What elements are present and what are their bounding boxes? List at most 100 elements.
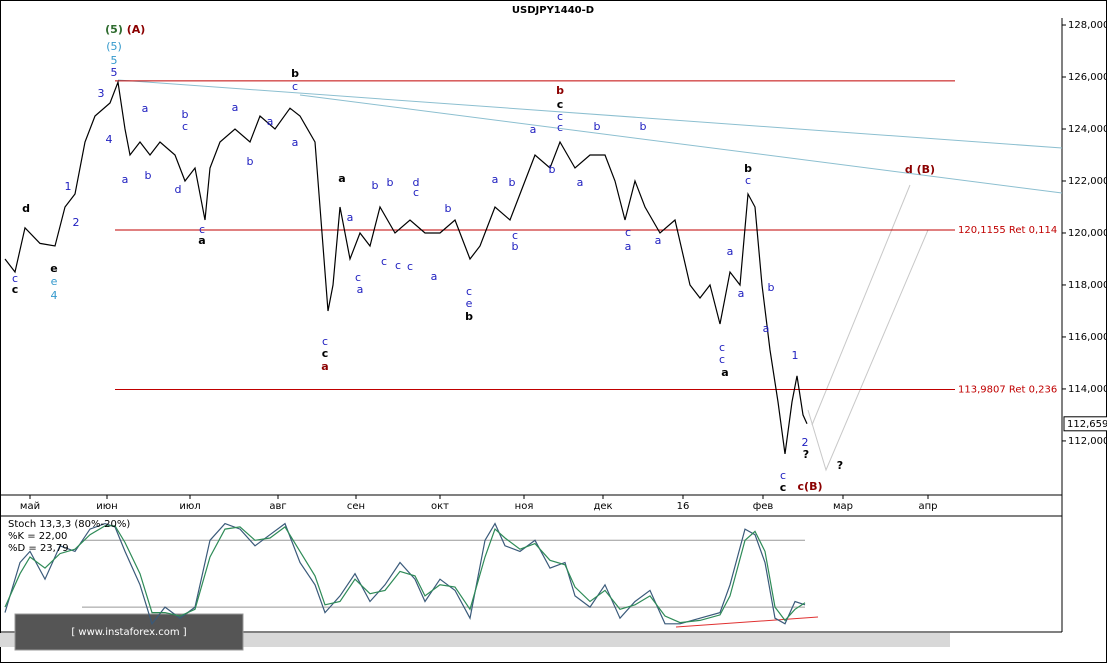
level-label: 120,1155 Ret 0,114	[958, 225, 1057, 236]
wave-label: c	[557, 110, 563, 123]
wave-label: b	[387, 176, 394, 189]
wave-label: d	[413, 176, 420, 189]
x-tick-label: июл	[179, 501, 200, 512]
wave-label: ?	[803, 448, 809, 461]
wave-label: a	[267, 115, 274, 128]
wave-label: c	[745, 174, 751, 187]
chart-title: USDJPY1440-D	[512, 5, 594, 16]
wave-label: 2	[802, 436, 809, 449]
wave-label: b	[182, 108, 189, 121]
wave-label: b	[768, 281, 775, 294]
projection-line	[807, 229, 929, 472]
y-tick-label: 128,000	[1068, 20, 1107, 31]
wave-label: d	[22, 202, 30, 215]
y-tick-label: 126,000	[1068, 72, 1107, 83]
wave-label: a	[655, 234, 662, 247]
wave-label: c	[182, 120, 188, 133]
wave-label: b	[744, 162, 752, 175]
legend-entry: %K = 22,00	[8, 531, 67, 542]
trend-line	[299, 94, 1063, 194]
wave-label: a	[763, 322, 770, 335]
wave-label: c	[322, 347, 329, 360]
wave-label: c	[719, 353, 725, 366]
wave-label: c	[12, 272, 18, 285]
y-tick-label: 120,000	[1068, 228, 1107, 239]
last-price-box	[1063, 416, 1107, 432]
wave-label: a	[122, 173, 129, 186]
x-tick-label: 16	[677, 501, 690, 512]
x-tick-label: сен	[347, 501, 365, 512]
wave-label: d (B)	[905, 163, 935, 176]
wave-label: a	[577, 176, 584, 189]
wave-label: c	[625, 226, 631, 239]
wave-label: b	[247, 155, 254, 168]
wave-label: c	[719, 341, 725, 354]
wave-label: b	[465, 310, 473, 323]
series-line	[4, 525, 806, 624]
wave-label: a	[431, 270, 438, 283]
wave-label: c	[292, 80, 298, 93]
wave-label: a	[142, 102, 149, 115]
wave-label: c	[512, 229, 518, 242]
x-tick-label: апр	[918, 501, 937, 512]
watermark-box	[14, 613, 244, 651]
wave-label: a	[727, 245, 734, 258]
wave-label: c	[395, 259, 401, 272]
wave-label: c	[466, 285, 472, 298]
wave-label: a	[292, 136, 299, 149]
wave-label: b	[640, 120, 647, 133]
y-tick-label: 112,000	[1068, 436, 1107, 447]
projection-line	[811, 184, 911, 426]
wave-label: e	[51, 275, 58, 288]
wave-label: b	[549, 163, 556, 176]
wave-label: a	[347, 211, 354, 224]
wave-label: 4	[51, 289, 58, 302]
wave-label: ?	[837, 459, 843, 472]
wave-label: c	[12, 283, 19, 296]
stoch-trend-line	[675, 616, 819, 628]
wave-label: (A)	[127, 23, 146, 36]
wave-label: (5)	[105, 23, 123, 36]
wave-label: c	[413, 186, 419, 199]
wave-label: b	[556, 84, 564, 97]
x-tick-label: окт	[431, 501, 449, 512]
trend-line	[117, 79, 1063, 149]
wave-label: 3	[98, 87, 105, 100]
wave-label: a	[232, 101, 239, 114]
x-tick-label: май	[20, 501, 40, 512]
wave-label: c	[407, 260, 413, 273]
wave-label: c	[780, 469, 786, 482]
x-tick-label: ноя	[515, 501, 534, 512]
wave-label: (5)	[106, 40, 122, 53]
wave-label: a	[530, 123, 537, 136]
wave-label: a	[625, 240, 632, 253]
wave-label: a	[492, 173, 499, 186]
wave-label: e	[466, 297, 473, 310]
wave-label: 5	[111, 66, 118, 79]
wave-label: e	[50, 262, 57, 275]
last-price-label: 112,659	[1067, 419, 1107, 430]
wave-label: c(B)	[798, 480, 823, 493]
x-tick-label: дек	[593, 501, 612, 512]
x-tick-label: фев	[753, 501, 774, 512]
y-tick-label: 118,000	[1068, 280, 1107, 291]
x-tick-label: июн	[96, 501, 117, 512]
wave-label: 2	[73, 216, 80, 229]
wave-label: 5	[111, 54, 118, 67]
wave-label: c	[355, 271, 361, 284]
x-tick-label: мар	[833, 501, 853, 512]
watermark: [ www.instaforex.com ]	[71, 627, 186, 638]
wave-label: c	[199, 223, 205, 236]
wave-label: b	[512, 240, 519, 253]
wave-label: c	[322, 335, 328, 348]
y-tick-label: 124,000	[1068, 124, 1107, 135]
y-tick-label: 116,000	[1068, 332, 1107, 343]
wave-label: b	[145, 169, 152, 182]
wave-label: a	[357, 283, 364, 296]
series-line	[4, 79, 808, 454]
wave-label: 1	[792, 349, 799, 362]
wave-label: c	[557, 121, 563, 134]
y-tick-label: 122,000	[1068, 176, 1107, 187]
